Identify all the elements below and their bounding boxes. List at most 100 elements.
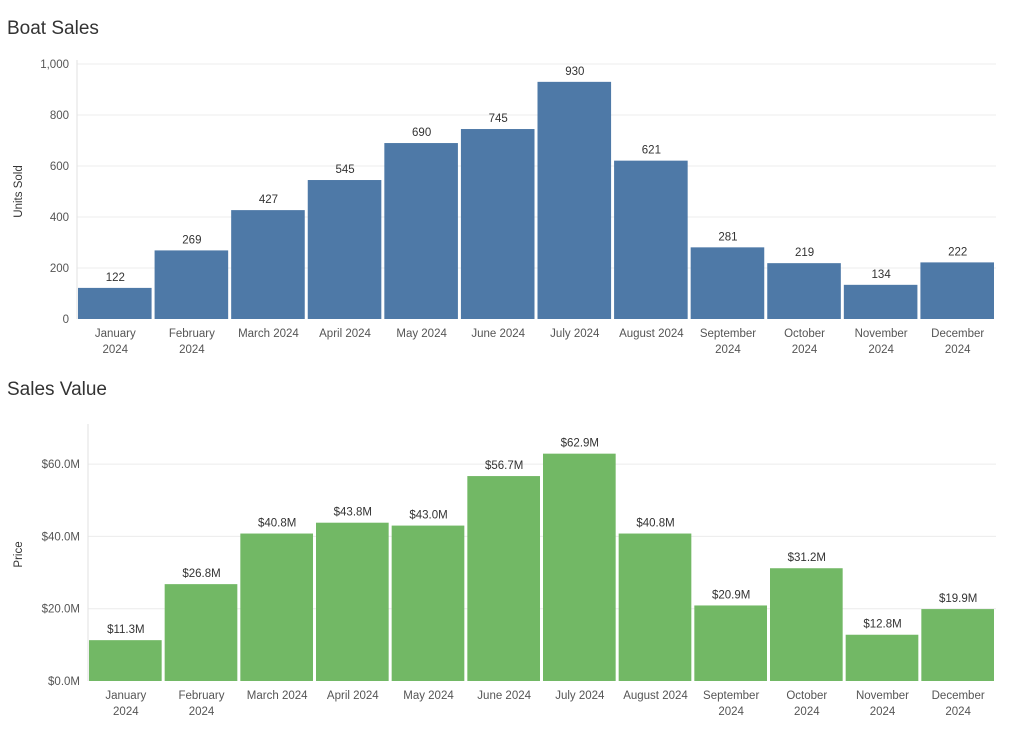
bar — [467, 476, 540, 681]
data-label: 427 — [259, 194, 278, 206]
y-tick-label: 0 — [63, 314, 69, 326]
x-tick-label: December — [932, 690, 985, 702]
chart-title-sales-value: Sales Value — [7, 379, 107, 400]
x-tick-label: March 2024 — [247, 690, 308, 702]
data-label: $26.8M — [182, 568, 220, 580]
x-tick-label: 2024 — [715, 344, 741, 356]
x-tick-label: November — [856, 690, 909, 702]
chart-title-boat-sales: Boat Sales — [7, 18, 99, 39]
x-tick-label: 2024 — [870, 706, 896, 718]
data-label: 690 — [412, 127, 431, 139]
y-axis-label: Price — [13, 541, 25, 567]
x-tick-label: 2024 — [189, 706, 215, 718]
x-tick-label: May 2024 — [396, 328, 447, 340]
bar — [154, 250, 229, 319]
data-label: $62.9M — [561, 438, 599, 450]
y-tick-label: 400 — [50, 212, 69, 224]
data-label: $56.7M — [485, 460, 523, 472]
x-tick-label: June 2024 — [471, 328, 525, 340]
data-label: $11.3M — [107, 624, 145, 636]
x-tick-label: August 2024 — [623, 690, 688, 702]
data-label: 222 — [948, 246, 967, 258]
bar — [460, 129, 535, 319]
bar — [89, 640, 162, 681]
x-tick-label: 2024 — [179, 344, 205, 356]
x-tick-label: 2024 — [792, 344, 818, 356]
x-tick-label: July 2024 — [550, 328, 600, 340]
boat-sales-chart: 0 200 400 600 800 1,000 Units Sold 122 January 20… — [13, 59, 996, 356]
bar — [767, 263, 841, 319]
data-label: 621 — [642, 145, 661, 157]
y-tick-label: $40.0M — [42, 531, 80, 543]
x-tick-label: December — [931, 328, 984, 340]
x-tick-label: June 2024 — [477, 690, 531, 702]
x-tick-label: January — [105, 690, 146, 702]
bar — [845, 634, 919, 681]
x-tick-label: November — [855, 328, 908, 340]
sales-value-chart: $0.0M $20.0M $40.0M $60.0M Price $11.3M Januar… — [13, 424, 996, 718]
bar — [307, 180, 382, 319]
x-tick-label: September — [703, 690, 759, 702]
x-tick-label: 2024 — [945, 344, 971, 356]
data-label: 745 — [489, 113, 508, 125]
bar — [921, 609, 994, 681]
bar — [618, 533, 692, 681]
bar — [391, 525, 465, 681]
y-tick-label: $0.0M — [48, 676, 80, 688]
data-label: 122 — [106, 272, 125, 284]
y-axis-label: Units Sold — [13, 165, 25, 217]
x-tick-label: March 2024 — [238, 328, 299, 340]
x-tick-label: October — [784, 328, 825, 340]
x-tick-label: February — [178, 690, 224, 702]
y-tick-label: $60.0M — [42, 459, 80, 471]
bar — [537, 81, 612, 319]
bar — [694, 605, 767, 681]
x-tick-label: 2024 — [868, 344, 894, 356]
x-tick-label: August 2024 — [619, 328, 684, 340]
x-tick-label: February — [169, 328, 215, 340]
bar — [316, 522, 389, 681]
x-tick-label: July 2024 — [555, 690, 605, 702]
data-label: $40.8M — [258, 518, 296, 530]
data-label: 930 — [565, 66, 584, 78]
y-tick-label: 800 — [50, 110, 69, 122]
data-label: 281 — [718, 231, 737, 243]
bar — [164, 584, 238, 681]
x-tick-label: 2024 — [102, 344, 128, 356]
x-tick-label: April 2024 — [327, 690, 379, 702]
x-tick-label: October — [786, 690, 827, 702]
y-tick-label: 600 — [50, 161, 69, 173]
data-label: 269 — [182, 234, 201, 246]
data-label: $12.8M — [863, 619, 901, 631]
y-tick-label: 1,000 — [40, 59, 69, 71]
data-label: $31.2M — [788, 552, 826, 564]
data-label: $20.9M — [712, 589, 750, 601]
data-label: $19.9M — [939, 593, 977, 605]
data-label: $43.0M — [409, 510, 447, 522]
x-tick-label: 2024 — [794, 706, 820, 718]
bar — [78, 287, 152, 319]
y-tick-label: $20.0M — [42, 604, 80, 616]
bar — [770, 568, 843, 681]
x-tick-label: January — [95, 328, 136, 340]
bar — [690, 247, 765, 319]
x-tick-label: April 2024 — [319, 328, 371, 340]
data-label: $40.8M — [636, 518, 674, 530]
bar — [384, 143, 458, 319]
x-tick-label: 2024 — [945, 706, 971, 718]
data-label: $43.8M — [334, 507, 372, 519]
x-tick-label: September — [700, 328, 756, 340]
x-tick-label: 2024 — [718, 706, 744, 718]
data-label: 134 — [872, 269, 892, 281]
x-tick-label: May 2024 — [403, 690, 454, 702]
data-label: 545 — [335, 164, 354, 176]
bar — [231, 210, 305, 319]
bar — [920, 262, 994, 319]
bar — [240, 533, 313, 681]
x-tick-label: 2024 — [113, 706, 139, 718]
y-tick-label: 200 — [50, 263, 69, 275]
bar — [614, 160, 688, 319]
bar — [543, 453, 616, 681]
bar — [843, 284, 918, 319]
data-label: 219 — [795, 247, 814, 259]
